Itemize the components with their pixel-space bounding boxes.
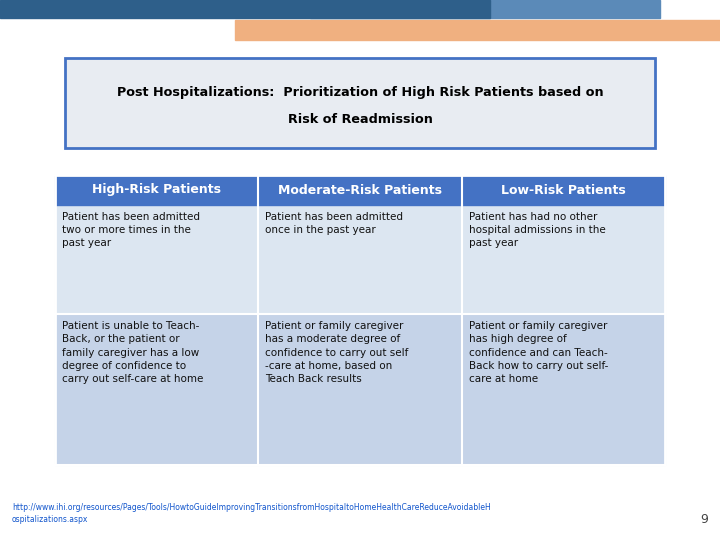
Bar: [235, 20, 720, 40]
Bar: [258, 314, 462, 465]
Text: Low-Risk Patients: Low-Risk Patients: [501, 184, 626, 197]
Text: Patient has had no other
hospital admissions in the
past year: Patient has had no other hospital admiss…: [469, 212, 606, 248]
Text: High-Risk Patients: High-Risk Patients: [92, 184, 221, 197]
FancyBboxPatch shape: [65, 58, 655, 148]
Bar: [462, 205, 665, 314]
Text: 9: 9: [700, 513, 708, 526]
Bar: [258, 175, 462, 205]
Text: Patient or family caregiver
has a moderate degree of
confidence to carry out sel: Patient or family caregiver has a modera…: [266, 321, 409, 384]
Text: Post Hospitalizations:  Prioritization of High Risk Patients based on: Post Hospitalizations: Prioritization of…: [117, 86, 603, 99]
Bar: [55, 175, 665, 465]
Bar: [462, 314, 665, 465]
Text: Patient or family caregiver
has high degree of
confidence and can Teach-
Back ho: Patient or family caregiver has high deg…: [469, 321, 608, 384]
Bar: [55, 175, 258, 205]
Text: Patient has been admitted
two or more times in the
past year: Patient has been admitted two or more ti…: [62, 212, 200, 248]
Bar: [462, 175, 665, 205]
Bar: [55, 205, 258, 314]
Text: Patient is unable to Teach-
Back, or the patient or
family caregiver has a low
d: Patient is unable to Teach- Back, or the…: [62, 321, 203, 384]
Text: Moderate-Risk Patients: Moderate-Risk Patients: [278, 184, 442, 197]
Text: ospitalizations.aspx: ospitalizations.aspx: [12, 515, 89, 524]
Text: Risk of Readmission: Risk of Readmission: [287, 113, 433, 126]
Bar: [258, 205, 462, 314]
Bar: [310, 0, 660, 18]
Bar: [0, 0, 490, 18]
Text: Patient has been admitted
once in the past year: Patient has been admitted once in the pa…: [266, 212, 403, 235]
Bar: [55, 314, 258, 465]
Text: http://www.ihi.org/resources/Pages/Tools/HowtoGuideImprovingTransitionsfromHospi: http://www.ihi.org/resources/Pages/Tools…: [12, 503, 491, 512]
